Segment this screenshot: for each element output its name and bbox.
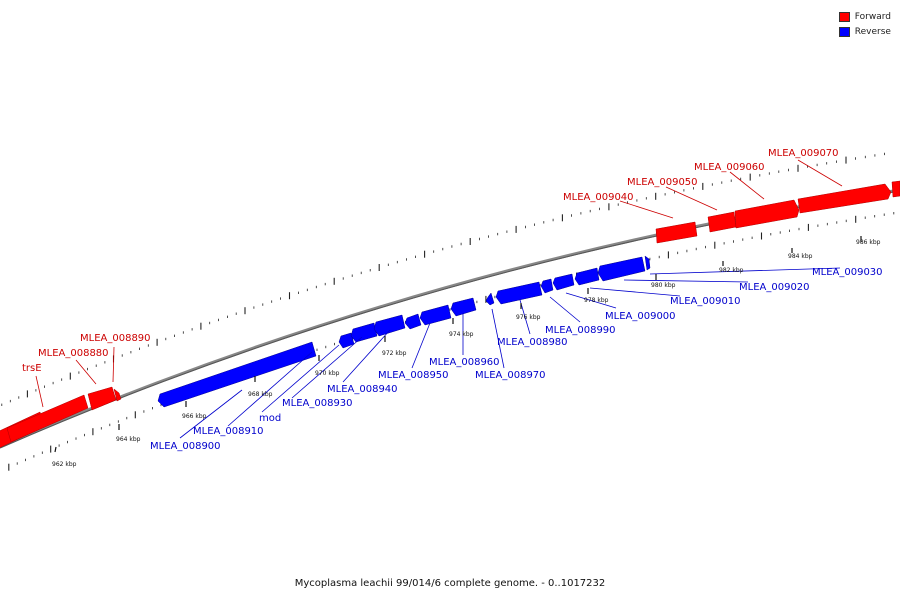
- reverse-genes: [157, 255, 651, 408]
- tick-label: 968 kbp: [248, 391, 273, 398]
- gene-reverse[interactable]: [597, 256, 646, 282]
- reverse-gene-labels: MLEA_008900 MLEA_008910 mod MLEA_008930 …: [150, 267, 883, 452]
- tick-label: 982 kbp: [719, 267, 744, 274]
- forward-swatch: [838, 11, 850, 22]
- legend: Forward Reverse: [838, 9, 891, 39]
- gene-label-reverse: mod: [259, 413, 281, 424]
- gene-reverse[interactable]: [450, 297, 477, 317]
- gene-label-forward: MLEA_008890: [80, 333, 151, 344]
- tick-label: 976 kbp: [516, 314, 541, 321]
- gene-label-reverse: MLEA_009020: [739, 282, 810, 293]
- gene-label-forward: MLEA_009070: [768, 148, 839, 159]
- backbone-line-inner: [0, 190, 900, 449]
- legend-label-forward: Forward: [854, 11, 891, 22]
- gene-label-reverse: MLEA_008940: [327, 384, 398, 395]
- tick-marks-inner: [8, 186, 900, 471]
- gene-reverse[interactable]: [644, 255, 651, 271]
- gene-label-reverse: MLEA_008970: [475, 370, 546, 381]
- tick-label: 962 kbp: [52, 461, 77, 468]
- tick-label: 972 kbp: [382, 350, 407, 357]
- tick-label: 970 kbp: [315, 370, 340, 377]
- gene-reverse[interactable]: [373, 314, 406, 337]
- gene-forward[interactable]: [797, 183, 892, 214]
- forward-gene-labels: trsE MLEA_008880 MLEA_008890 MLEA_009040…: [22, 148, 839, 374]
- forward-genes: [0, 180, 900, 448]
- gene-label-reverse: MLEA_009010: [670, 296, 741, 307]
- gene-label-forward: trsE: [22, 363, 42, 374]
- gene-forward[interactable]: [87, 386, 117, 411]
- gene-label-reverse: MLEA_008930: [282, 398, 353, 409]
- gene-reverse[interactable]: [157, 341, 317, 408]
- gene-forward[interactable]: [891, 180, 900, 198]
- tick-label: 974 kbp: [449, 331, 474, 338]
- gene-label-reverse: MLEA_008910: [193, 426, 264, 437]
- gene-forward[interactable]: [6, 394, 89, 443]
- legend-item-reverse: Reverse: [838, 24, 891, 39]
- gene-label-forward: MLEA_009060: [694, 162, 765, 173]
- gene-reverse[interactable]: [419, 304, 452, 326]
- gene-label-reverse: MLEA_008950: [378, 370, 449, 381]
- gene-reverse[interactable]: [350, 322, 378, 343]
- gene-reverse[interactable]: [552, 273, 575, 291]
- gene-forward[interactable]: [655, 221, 698, 244]
- tick-marks-outer: [1, 152, 900, 406]
- tick-label: 986 kbp: [856, 239, 881, 246]
- gene-reverse[interactable]: [574, 267, 600, 286]
- gene-reverse[interactable]: [404, 313, 422, 330]
- tick-label: 980 kbp: [651, 282, 676, 289]
- gene-reverse[interactable]: [485, 292, 495, 306]
- gene-label-forward: MLEA_008880: [38, 348, 109, 359]
- tick-label: 966 kbp: [182, 413, 207, 420]
- gene-reverse[interactable]: [495, 281, 543, 305]
- gene-reverse[interactable]: [540, 278, 554, 294]
- callout-lines-forward: [35, 159, 843, 408]
- gene-label-reverse: MLEA_009000: [605, 311, 676, 322]
- kbp-tick-labels: 962 kbp 964 kbp 966 kbp 968 kbp 970 kbp …: [52, 236, 881, 468]
- gene-forward[interactable]: [113, 388, 122, 402]
- gene-label-reverse: MLEA_008990: [545, 325, 616, 336]
- genome-caption: Mycoplasma leachii 99/014/6 complete gen…: [294, 578, 606, 589]
- gene-label-forward: MLEA_009040: [563, 192, 634, 203]
- gene-label-reverse: MLEA_008980: [497, 337, 568, 348]
- tick-label: 984 kbp: [788, 253, 813, 260]
- callout-lines-reverse: [179, 267, 841, 439]
- gene-label-forward: MLEA_009050: [627, 177, 698, 188]
- gene-reverse[interactable]: [338, 332, 355, 349]
- tick-label: 964 kbp: [116, 436, 141, 443]
- reverse-swatch: [838, 26, 850, 37]
- gene-label-reverse: MLEA_008900: [150, 441, 221, 452]
- gene-label-reverse: MLEA_008960: [429, 357, 500, 368]
- gene-forward[interactable]: [734, 199, 800, 229]
- gene-forward[interactable]: [707, 211, 737, 233]
- legend-label-reverse: Reverse: [854, 26, 891, 37]
- tick-label: 978 kbp: [584, 297, 609, 304]
- legend-item-forward: Forward: [838, 9, 891, 24]
- gene-label-reverse: MLEA_009030: [812, 267, 883, 278]
